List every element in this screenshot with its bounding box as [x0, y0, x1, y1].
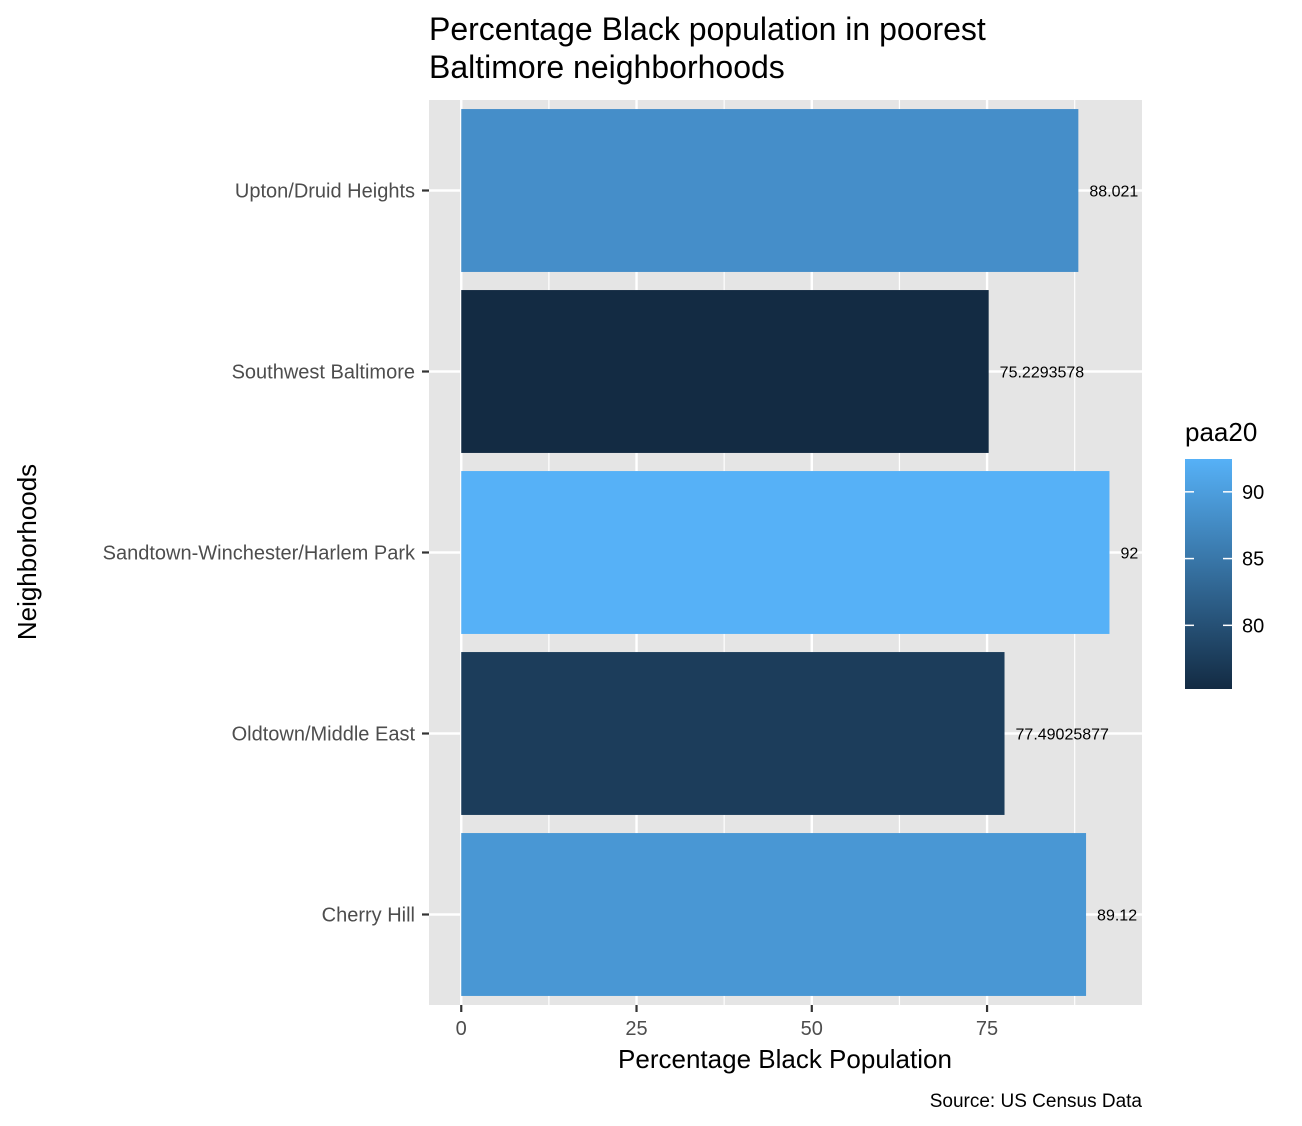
- chart-title-line-2: Baltimore neighborhoods: [429, 49, 785, 85]
- bars: [461, 109, 1110, 996]
- chart-caption: Source: US Census Data: [930, 1091, 1143, 1112]
- legend-colorbar: [1185, 459, 1232, 689]
- y-tick-label-2: Sandtown-Winchester/Harlem Park: [103, 543, 416, 565]
- bar-2: [461, 471, 1110, 634]
- x-tick-label-3: 75: [976, 1018, 998, 1040]
- x-axis: 0 25 50 75: [456, 1005, 998, 1040]
- bar-3: [461, 652, 1005, 815]
- bar-data-label-0: 88.021: [1089, 184, 1138, 201]
- legend-tick-label-2: 90: [1242, 482, 1264, 504]
- bar-data-label-2: 92: [1120, 546, 1138, 563]
- x-axis-title: Percentage Black Population: [618, 1044, 952, 1074]
- legend-tick-label-1: 85: [1242, 549, 1264, 571]
- y-tick-label-4: Cherry Hill: [322, 905, 415, 927]
- bar-4: [461, 833, 1087, 996]
- bar-1: [461, 290, 989, 453]
- y-tick-label-1: Southwest Baltimore: [232, 362, 415, 384]
- y-tick-label-0: Upton/Druid Heights: [235, 181, 415, 203]
- legend-tick-label-0: 80: [1242, 615, 1264, 637]
- y-tick-label-3: Oldtown/Middle East: [232, 724, 416, 746]
- chart-title-line-1: Percentage Black population in poorest: [429, 11, 986, 47]
- x-tick-label-0: 0: [456, 1018, 467, 1040]
- legend: paa20 80 85 90: [1185, 417, 1264, 689]
- y-axis-title: Neighborhoods: [12, 464, 42, 640]
- x-tick-label-1: 25: [625, 1018, 647, 1040]
- bar-data-label-4: 89.12: [1097, 908, 1137, 925]
- bar-data-label-1: 75.2293578: [1000, 365, 1085, 382]
- bar-labels: 88.021 75.2293578 92 77.49025877 89.12: [1000, 184, 1139, 925]
- bar-0: [461, 109, 1079, 272]
- legend-ticks: 80 85 90: [1185, 482, 1264, 637]
- x-tick-label-2: 50: [801, 1018, 823, 1040]
- bar-data-label-3: 77.49025877: [1016, 727, 1110, 744]
- legend-title: paa20: [1185, 417, 1257, 447]
- y-axis: Upton/Druid Heights Southwest Baltimore Sa…: [103, 181, 429, 927]
- chart-title: Percentage Black population in poorest B…: [429, 11, 986, 85]
